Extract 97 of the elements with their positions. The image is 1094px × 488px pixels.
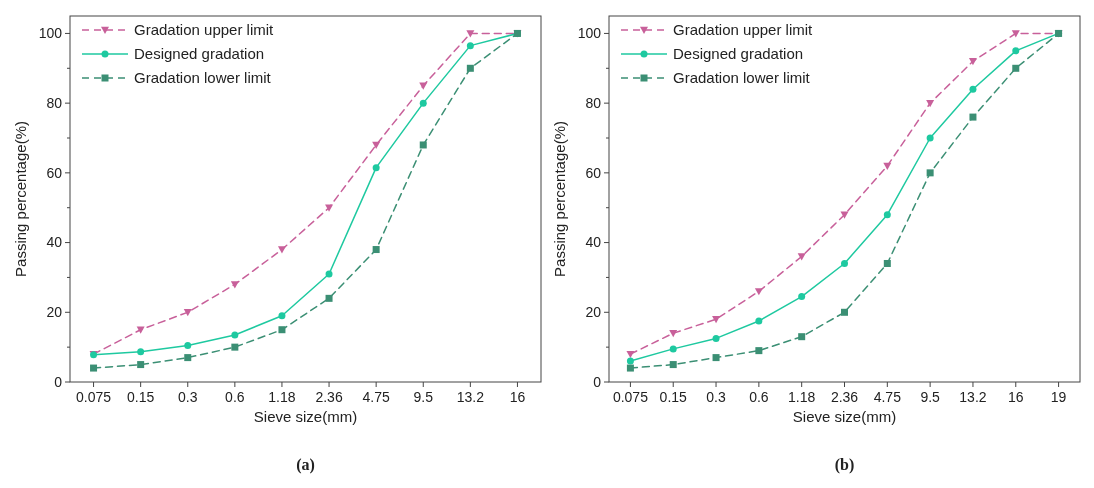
legend-label: Gradation lower limit — [134, 69, 272, 87]
point — [466, 64, 474, 72]
legend-label: Gradation upper limit — [673, 21, 814, 39]
y-axis-title: Passing percentage(%) — [551, 121, 568, 277]
point — [184, 354, 192, 362]
point — [754, 288, 763, 296]
x-tick-label: 16 — [1007, 389, 1024, 405]
point — [184, 341, 192, 349]
point — [841, 259, 848, 267]
x-tick-label: 0.15 — [127, 389, 155, 405]
point — [1012, 64, 1020, 72]
point — [712, 316, 721, 324]
x-tick-label: 13.2 — [456, 389, 485, 405]
y-axis-title: Passing percentage(%) — [12, 121, 29, 277]
x-tick-label: 0.075 — [76, 389, 112, 405]
point — [797, 253, 806, 261]
point — [372, 164, 380, 172]
y-tick-label: 60 — [46, 164, 63, 181]
point — [626, 357, 634, 365]
point — [669, 330, 678, 338]
text: (b) — [834, 456, 855, 474]
text: (a) — [296, 456, 315, 474]
x-tick-label: 0.3 — [706, 389, 726, 405]
x-tick-label: 9.5 — [920, 389, 941, 405]
point — [798, 333, 806, 341]
point — [841, 308, 848, 316]
point — [755, 317, 763, 325]
x-axis-title: Sieve size(mm) — [253, 408, 358, 425]
x-tick-label: 16 — [509, 389, 526, 405]
x-tick-label: 13.2 — [959, 389, 987, 405]
point — [883, 162, 892, 170]
y-tick-label: 80 — [46, 95, 63, 112]
point — [626, 364, 634, 372]
point — [755, 347, 763, 355]
y-tick-label: 20 — [585, 304, 602, 321]
point — [798, 293, 806, 301]
point — [419, 141, 427, 149]
point — [840, 211, 849, 219]
y-tick-label: 40 — [585, 234, 602, 251]
x-tick-label: 9.5 — [413, 389, 434, 405]
point — [926, 99, 935, 108]
point — [926, 134, 934, 142]
point — [1012, 47, 1020, 55]
x-tick-label: 2.36 — [830, 389, 859, 405]
point — [669, 345, 677, 353]
x-tick-label: 0.15 — [659, 389, 688, 405]
x-tick-label: 1.18 — [788, 389, 816, 405]
point — [90, 364, 98, 372]
point — [231, 331, 239, 339]
point — [372, 246, 380, 254]
point — [466, 42, 474, 50]
point — [137, 361, 145, 369]
point — [325, 270, 333, 278]
x-tick-label: 19 — [1050, 389, 1067, 405]
legend-label: Gradation lower limit — [673, 69, 811, 87]
point — [883, 211, 891, 219]
point — [277, 246, 286, 254]
x-tick-label: 4.75 — [873, 389, 902, 405]
y-tick-label: 40 — [46, 234, 63, 251]
point — [969, 85, 977, 93]
point — [712, 334, 720, 342]
point — [968, 58, 977, 66]
x-tick-label: 0.6 — [749, 389, 769, 405]
x-tick-label: 0.6 — [225, 389, 245, 405]
point — [231, 343, 239, 351]
point — [1011, 30, 1020, 38]
point — [372, 141, 381, 149]
y-tick-label: 0 — [593, 373, 602, 390]
x-axis-title: Sieve size(mm) — [792, 408, 897, 425]
y-tick-label: 60 — [585, 164, 602, 181]
point — [137, 348, 145, 356]
x-tick-label: 4.75 — [362, 389, 390, 405]
legend-label: Designed gradation — [134, 45, 265, 63]
point — [883, 259, 891, 267]
legend-label: Gradation upper limit — [134, 21, 275, 39]
y-tick-label: 0 — [54, 373, 63, 390]
point — [466, 30, 475, 38]
x-tick-label: 1.18 — [268, 389, 296, 405]
x-tick-label: 2.36 — [315, 389, 343, 405]
point — [626, 350, 635, 359]
point — [278, 326, 286, 334]
x-tick-label: 0.075 — [612, 389, 649, 405]
legend-label: Designed gradation — [673, 45, 804, 63]
point — [969, 113, 977, 121]
point — [712, 354, 720, 362]
point — [183, 309, 192, 317]
y-tick-label: 100 — [577, 25, 602, 42]
point — [325, 294, 333, 302]
y-tick-label: 100 — [38, 25, 63, 42]
point — [926, 169, 934, 177]
y-tick-label: 80 — [585, 95, 602, 112]
point — [419, 99, 427, 107]
point — [230, 281, 239, 289]
x-tick-label: 0.3 — [178, 389, 198, 405]
point — [669, 361, 677, 369]
y-tick-label: 20 — [46, 304, 63, 321]
point — [278, 312, 286, 320]
